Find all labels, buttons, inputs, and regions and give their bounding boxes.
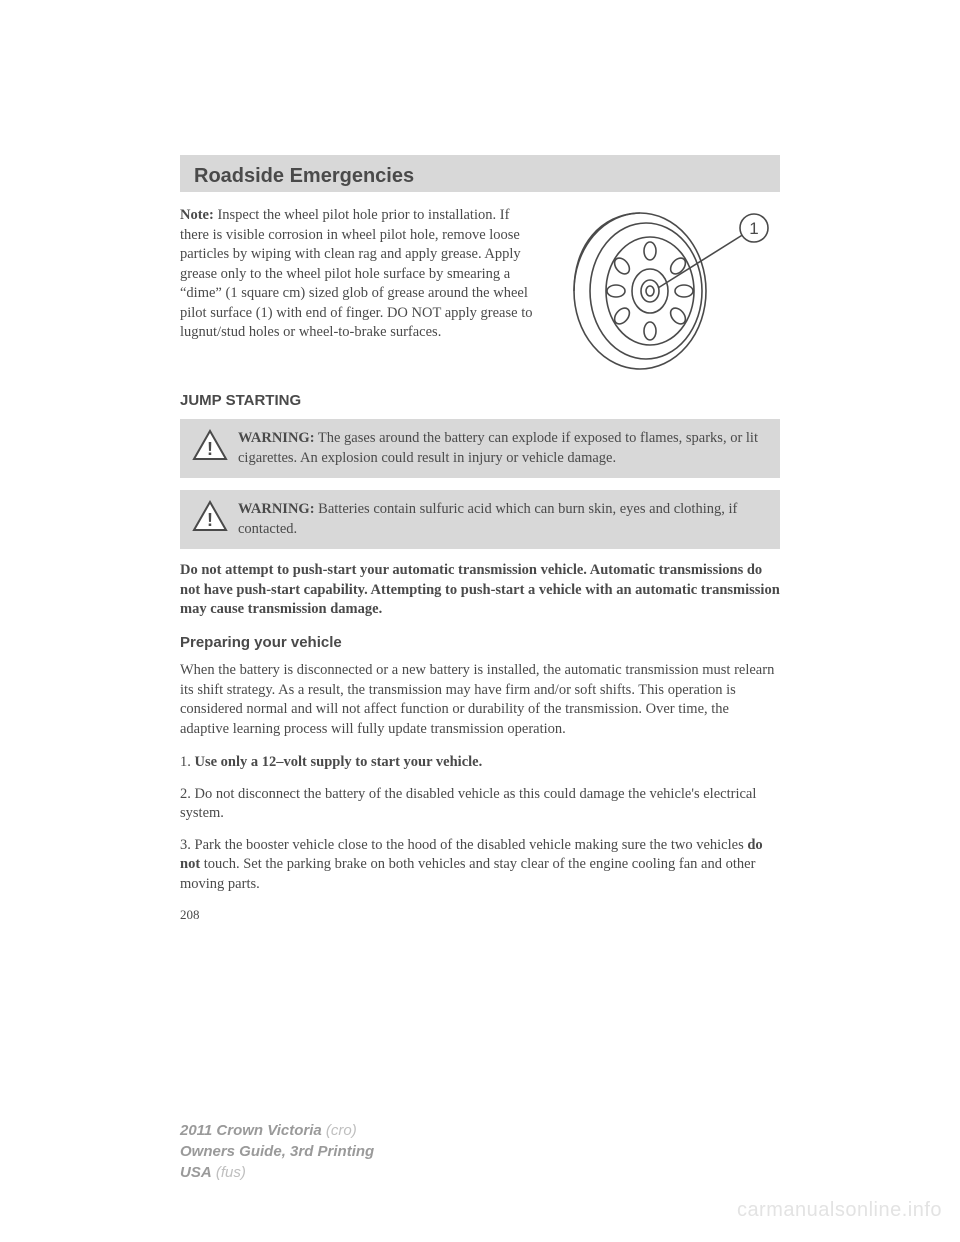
- note-paragraph: Note: Inspect the wheel pilot hole prior…: [180, 206, 536, 343]
- warning-icon: !: [192, 429, 228, 461]
- footer-code2: (fus): [212, 1164, 246, 1181]
- note-with-diagram: Note: Inspect the wheel pilot hole prior…: [180, 206, 780, 376]
- footer-line-3: USA (fus): [180, 1162, 374, 1183]
- step-prefix: 2.: [180, 786, 195, 802]
- page-number: 208: [180, 907, 780, 923]
- note-label: Note:: [180, 207, 214, 223]
- step-text: Do not disconnect the battery of the dis…: [180, 786, 756, 822]
- step-text-a: Park the booster vehicle close to the ho…: [195, 837, 748, 853]
- footer-line-1: 2011 Crown Victoria (cro): [180, 1120, 374, 1141]
- step-3: 3. Park the booster vehicle close to the…: [180, 836, 780, 895]
- warning-body: The gases around the battery can explode…: [238, 430, 758, 466]
- warning-box-1: ! WARNING: The gases around the battery …: [180, 419, 780, 478]
- step-bold: Use only a 12–volt supply to start your …: [195, 754, 483, 770]
- footer-code: (cro): [322, 1122, 357, 1139]
- footer-region: USA: [180, 1164, 212, 1181]
- preparing-heading: Preparing your vehicle: [180, 634, 780, 651]
- warning-text: WARNING: The gases around the battery ca…: [238, 429, 768, 468]
- step-text-b: touch. Set the parking brake on both veh…: [180, 856, 755, 892]
- watermark: carmanualsonline.info: [737, 1199, 942, 1222]
- step-prefix: 1.: [180, 754, 195, 770]
- step-prefix: 3.: [180, 837, 195, 853]
- jump-starting-heading: JUMP STARTING: [180, 392, 780, 409]
- section-title: Roadside Emergencies: [194, 165, 766, 188]
- svg-text:!: !: [207, 510, 213, 530]
- preparing-paragraph: When the battery is disconnected or a ne…: [180, 661, 780, 739]
- callout-label: 1: [749, 219, 758, 238]
- step-2: 2. Do not disconnect the battery of the …: [180, 785, 780, 824]
- wheel-diagram: 1: [550, 206, 780, 376]
- warning-icon: !: [192, 500, 228, 532]
- step-1: 1. Use only a 12–volt supply to start yo…: [180, 753, 780, 773]
- warning-label: WARNING:: [238, 501, 315, 517]
- svg-text:!: !: [207, 439, 213, 459]
- footer-model: 2011 Crown Victoria: [180, 1122, 322, 1139]
- warning-text: WARNING: Batteries contain sulfuric acid…: [238, 500, 768, 539]
- note-body: Inspect the wheel pilot hole prior to in…: [180, 207, 532, 340]
- section-header: Roadside Emergencies: [180, 155, 780, 192]
- warning-label: WARNING:: [238, 430, 315, 446]
- page-content: Roadside Emergencies Note: Inspect the w…: [180, 155, 780, 923]
- warning-box-2: ! WARNING: Batteries contain sulfuric ac…: [180, 490, 780, 549]
- footer-line-2: Owners Guide, 3rd Printing: [180, 1141, 374, 1162]
- push-start-warning-paragraph: Do not attempt to push-start your automa…: [180, 561, 780, 620]
- footer-block: 2011 Crown Victoria (cro) Owners Guide, …: [180, 1120, 374, 1183]
